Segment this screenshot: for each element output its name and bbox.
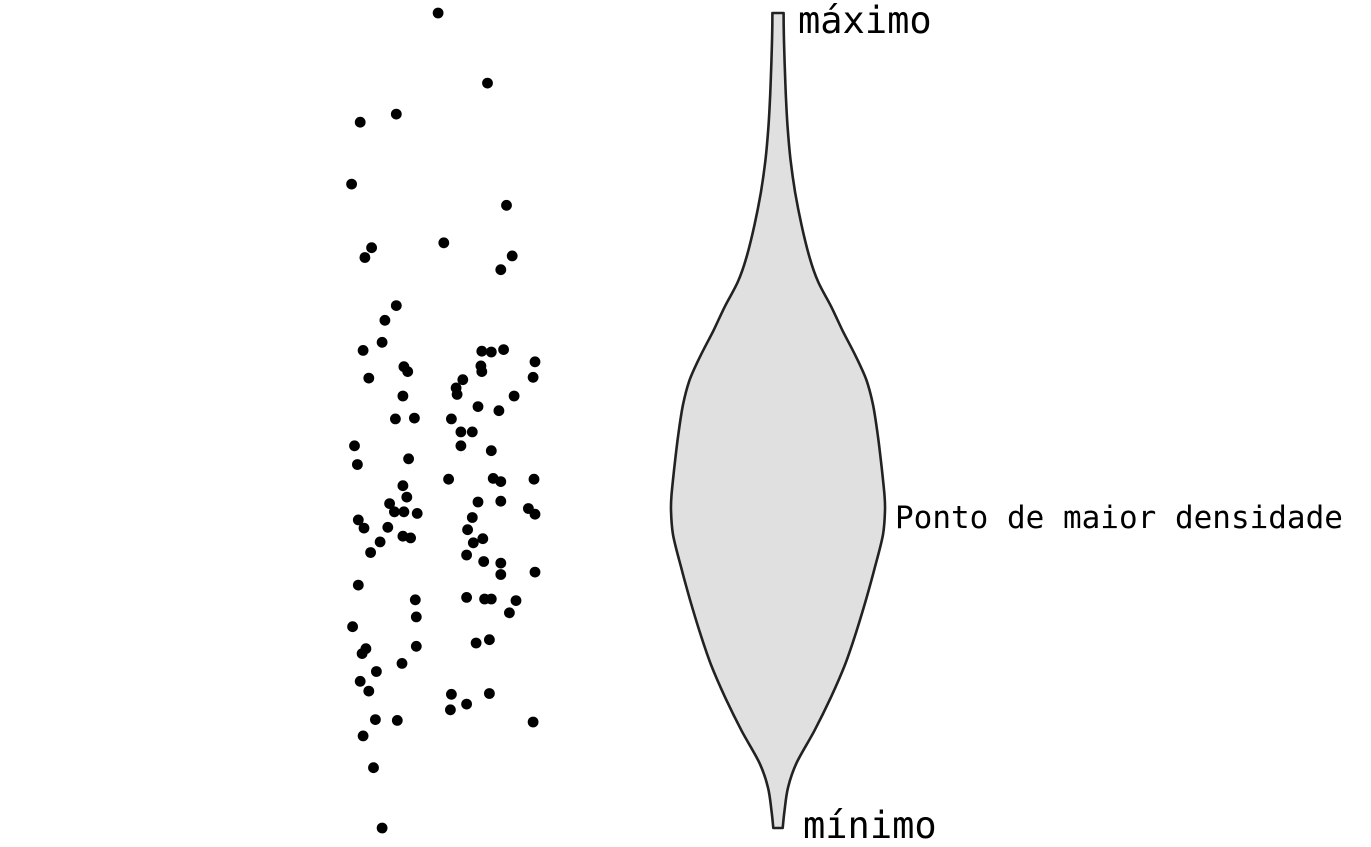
data-point bbox=[432, 7, 444, 19]
data-point bbox=[466, 426, 478, 438]
data-point bbox=[363, 372, 375, 384]
data-point bbox=[409, 594, 421, 606]
data-point bbox=[390, 108, 402, 120]
max-label: máximo bbox=[798, 0, 932, 42]
data-point bbox=[358, 522, 370, 534]
data-point bbox=[529, 356, 541, 368]
data-point bbox=[476, 366, 488, 377]
data-point bbox=[390, 300, 402, 311]
data-point bbox=[405, 532, 416, 544]
data-point bbox=[374, 536, 386, 548]
data-point bbox=[455, 440, 467, 452]
data-point bbox=[352, 514, 364, 526]
data-point bbox=[445, 704, 456, 716]
data-point bbox=[365, 547, 376, 558]
data-point bbox=[485, 445, 497, 457]
data-point bbox=[390, 413, 401, 425]
data-point bbox=[457, 374, 469, 386]
data-point bbox=[477, 533, 489, 545]
data-point bbox=[467, 537, 479, 549]
data-point bbox=[482, 77, 493, 89]
data-point bbox=[495, 569, 507, 580]
data-point bbox=[368, 762, 379, 774]
data-point bbox=[352, 459, 363, 470]
data-point bbox=[495, 476, 507, 487]
data-point bbox=[357, 345, 369, 356]
data-point bbox=[360, 643, 372, 655]
data-point bbox=[527, 371, 539, 383]
data-point bbox=[401, 491, 413, 503]
data-point bbox=[391, 715, 403, 726]
data-point bbox=[376, 822, 388, 834]
data-point bbox=[363, 685, 375, 697]
data-point bbox=[529, 508, 541, 520]
data-point bbox=[484, 688, 495, 699]
data-point bbox=[409, 412, 420, 424]
jitter-points bbox=[346, 7, 541, 834]
data-point bbox=[410, 640, 422, 652]
data-point bbox=[461, 592, 472, 603]
data-point bbox=[493, 405, 505, 417]
data-point bbox=[352, 579, 364, 591]
data-point bbox=[370, 714, 381, 725]
data-point bbox=[455, 426, 467, 438]
data-point bbox=[366, 242, 377, 254]
data-point bbox=[508, 390, 520, 402]
data-point bbox=[461, 549, 472, 561]
data-point bbox=[484, 634, 495, 646]
data-point bbox=[443, 473, 454, 485]
data-point bbox=[410, 611, 422, 623]
data-point bbox=[389, 506, 400, 518]
data-point bbox=[354, 116, 366, 128]
data-point bbox=[382, 521, 394, 533]
data-point bbox=[466, 512, 478, 523]
data-point bbox=[403, 453, 414, 465]
data-point bbox=[478, 556, 490, 567]
data-point bbox=[504, 607, 515, 619]
data-point bbox=[527, 716, 539, 728]
data-point bbox=[462, 524, 473, 536]
data-point bbox=[438, 237, 450, 249]
data-point bbox=[529, 566, 541, 578]
data-point bbox=[359, 252, 371, 263]
data-point bbox=[472, 401, 484, 412]
data-point bbox=[495, 495, 507, 507]
data-point bbox=[379, 314, 391, 326]
data-point bbox=[485, 593, 497, 605]
data-point bbox=[354, 675, 366, 687]
data-point bbox=[446, 688, 457, 700]
data-point bbox=[485, 346, 497, 358]
data-point bbox=[349, 440, 360, 452]
data-point bbox=[357, 730, 369, 742]
data-point bbox=[397, 390, 409, 402]
data-point bbox=[371, 666, 382, 677]
violin-body bbox=[669, 11, 887, 830]
data-point bbox=[346, 178, 357, 190]
data-point bbox=[347, 621, 358, 633]
data-point bbox=[528, 473, 540, 485]
min-label: mínimo bbox=[803, 804, 937, 847]
data-point bbox=[376, 336, 388, 348]
data-point bbox=[398, 506, 410, 518]
data-point bbox=[501, 199, 512, 211]
data-point bbox=[411, 508, 423, 519]
data-point bbox=[451, 389, 463, 400]
data-point bbox=[476, 345, 488, 357]
data-point bbox=[396, 658, 408, 669]
data-point bbox=[397, 480, 409, 492]
data-point bbox=[495, 264, 507, 276]
data-point bbox=[472, 496, 484, 508]
data-point bbox=[402, 366, 414, 377]
data-point bbox=[470, 637, 482, 649]
data-point bbox=[498, 344, 509, 355]
data-point bbox=[510, 595, 522, 606]
data-point bbox=[446, 413, 457, 425]
data-point bbox=[506, 250, 518, 262]
data-point bbox=[461, 698, 472, 710]
mode-label: Ponto de maior densidade bbox=[895, 500, 1343, 536]
data-point bbox=[384, 498, 395, 509]
data-point bbox=[495, 557, 507, 569]
